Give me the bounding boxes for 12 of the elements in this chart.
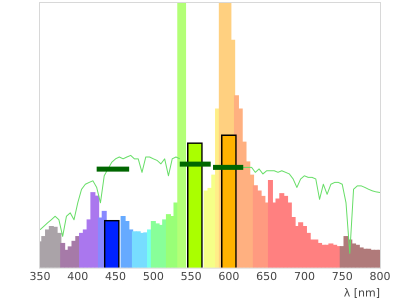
x-tick-label: 650: [256, 270, 278, 284]
x-tick-label: 350: [30, 270, 50, 284]
x-tick-label: 800: [370, 270, 390, 284]
x-tick-label: 700: [294, 270, 315, 284]
bar: [181, 3, 186, 268]
x-tick-label: 450: [105, 270, 126, 284]
x-tick-label: 600: [218, 270, 240, 284]
x-tick-label: 500: [142, 270, 164, 284]
x-axis-title: λ [nm]: [344, 286, 380, 300]
x-tick-label: 750: [332, 270, 353, 284]
x-tick-label: 400: [67, 270, 88, 284]
x-tick-label: 550: [180, 270, 202, 284]
